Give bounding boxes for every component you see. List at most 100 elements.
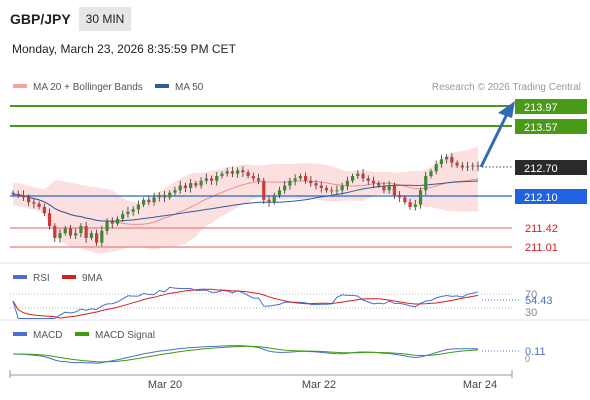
candle-body bbox=[345, 180, 349, 186]
datetime-label: Monday, March 23, 2026 8:35:59 PM CET bbox=[12, 42, 237, 56]
candle-body bbox=[63, 228, 67, 234]
level-tag-support-2: 211.01 bbox=[525, 242, 558, 254]
rsi-legend-label: RSI bbox=[33, 273, 50, 284]
macd-zero: 0 bbox=[525, 354, 530, 364]
rsi-value: 54.43 bbox=[525, 295, 553, 307]
level-tag-pivot-text: 212.10 bbox=[524, 192, 558, 204]
rsi-ma-legend-label: 9MA bbox=[82, 273, 103, 284]
candle-body bbox=[47, 213, 52, 227]
level-tag-1-text: 213.97 bbox=[524, 102, 558, 114]
candle-body bbox=[157, 195, 161, 198]
candle-body bbox=[371, 180, 376, 184]
candle-body bbox=[272, 195, 276, 203]
macd-value: 0.11 bbox=[525, 346, 546, 358]
candle-body bbox=[403, 197, 407, 203]
candle-body bbox=[189, 183, 193, 188]
rsi-level-30: 30 bbox=[525, 307, 537, 319]
candle-body bbox=[27, 197, 31, 203]
candle-body bbox=[398, 195, 402, 198]
candle-body bbox=[53, 226, 57, 238]
candle-body bbox=[199, 180, 203, 186]
forecast-arrow-shaft bbox=[479, 113, 509, 168]
level-tag-1 bbox=[515, 99, 587, 114]
candle-body bbox=[220, 173, 224, 177]
candle-body bbox=[356, 173, 360, 177]
candle-body bbox=[79, 226, 83, 234]
rsi-ma-line bbox=[12, 288, 479, 319]
candle-body bbox=[225, 171, 229, 174]
candle-body bbox=[136, 204, 140, 210]
bb-legend-swatch bbox=[13, 84, 27, 88]
symbol-title: GBP/JPY bbox=[10, 11, 71, 27]
candle-body bbox=[126, 211, 130, 215]
candle-body bbox=[168, 192, 172, 198]
candles bbox=[11, 152, 480, 247]
x-tick-mar-20: Mar 20 bbox=[148, 379, 182, 391]
candle-body bbox=[277, 190, 282, 196]
timeframe-badge bbox=[79, 7, 131, 31]
candle-body bbox=[131, 209, 135, 212]
rsi-legend-swatch bbox=[13, 275, 27, 279]
candle-body bbox=[377, 183, 381, 186]
macd-signal-legend-swatch bbox=[75, 332, 89, 336]
candle-body bbox=[314, 183, 318, 186]
candle-body bbox=[471, 165, 475, 167]
candle-body bbox=[37, 203, 41, 207]
macd-signal-legend-label: MACD Signal bbox=[95, 330, 155, 341]
candle-body bbox=[152, 197, 156, 203]
candle-body bbox=[450, 156, 454, 163]
candle-body bbox=[262, 180, 266, 200]
candle-body bbox=[121, 214, 125, 219]
candle-body bbox=[293, 178, 297, 181]
ma50-line bbox=[12, 180, 479, 222]
candle-body bbox=[319, 185, 323, 188]
level-tag-pivot bbox=[515, 189, 587, 204]
forecast-arrow-head bbox=[498, 101, 515, 118]
bb-legend-label: MA 20 + Bollinger Bands bbox=[33, 82, 143, 93]
macd-signal-line bbox=[13, 345, 479, 363]
candle-body bbox=[256, 178, 261, 181]
candle-body bbox=[330, 190, 334, 192]
candle-body bbox=[413, 204, 417, 207]
candle-body bbox=[418, 190, 423, 205]
candle-body bbox=[89, 233, 93, 238]
level-tag-current-text: 212.70 bbox=[524, 163, 558, 175]
candle-body bbox=[288, 180, 292, 186]
candle-body bbox=[434, 164, 438, 172]
candle-body bbox=[11, 192, 15, 195]
candle-body bbox=[298, 176, 302, 179]
candle-body bbox=[162, 195, 167, 198]
candle-body bbox=[455, 162, 459, 166]
ma50-legend-swatch bbox=[155, 84, 169, 88]
candle-body bbox=[267, 199, 271, 203]
candle-body bbox=[100, 230, 104, 243]
candle-body bbox=[68, 228, 73, 236]
candle-body bbox=[246, 172, 250, 177]
candle-body bbox=[142, 199, 146, 205]
candle-body bbox=[42, 206, 46, 214]
candle-body bbox=[429, 171, 433, 177]
candle-body bbox=[392, 185, 397, 196]
candle-body bbox=[84, 226, 88, 238]
candle-body bbox=[209, 178, 214, 181]
x-tick-mar-22: Mar 22 bbox=[302, 379, 336, 391]
candle-body bbox=[303, 176, 308, 181]
candle-body bbox=[408, 202, 412, 207]
candle-body bbox=[424, 176, 428, 191]
candle-body bbox=[74, 233, 78, 236]
timeframe-label: 30 MIN bbox=[86, 12, 125, 26]
bollinger-band bbox=[13, 146, 478, 254]
candle-body bbox=[324, 187, 329, 191]
candle-body bbox=[387, 185, 391, 191]
candle-body bbox=[251, 176, 255, 179]
candle-body bbox=[382, 185, 386, 191]
candle-body bbox=[215, 176, 219, 181]
candle-body bbox=[21, 195, 26, 198]
candle-body bbox=[110, 221, 114, 224]
candle-body bbox=[173, 190, 177, 193]
candle-body bbox=[204, 178, 208, 181]
bollinger-band-fill bbox=[13, 146, 478, 254]
level-tag-2 bbox=[515, 119, 587, 134]
level-tag-current bbox=[515, 160, 587, 175]
